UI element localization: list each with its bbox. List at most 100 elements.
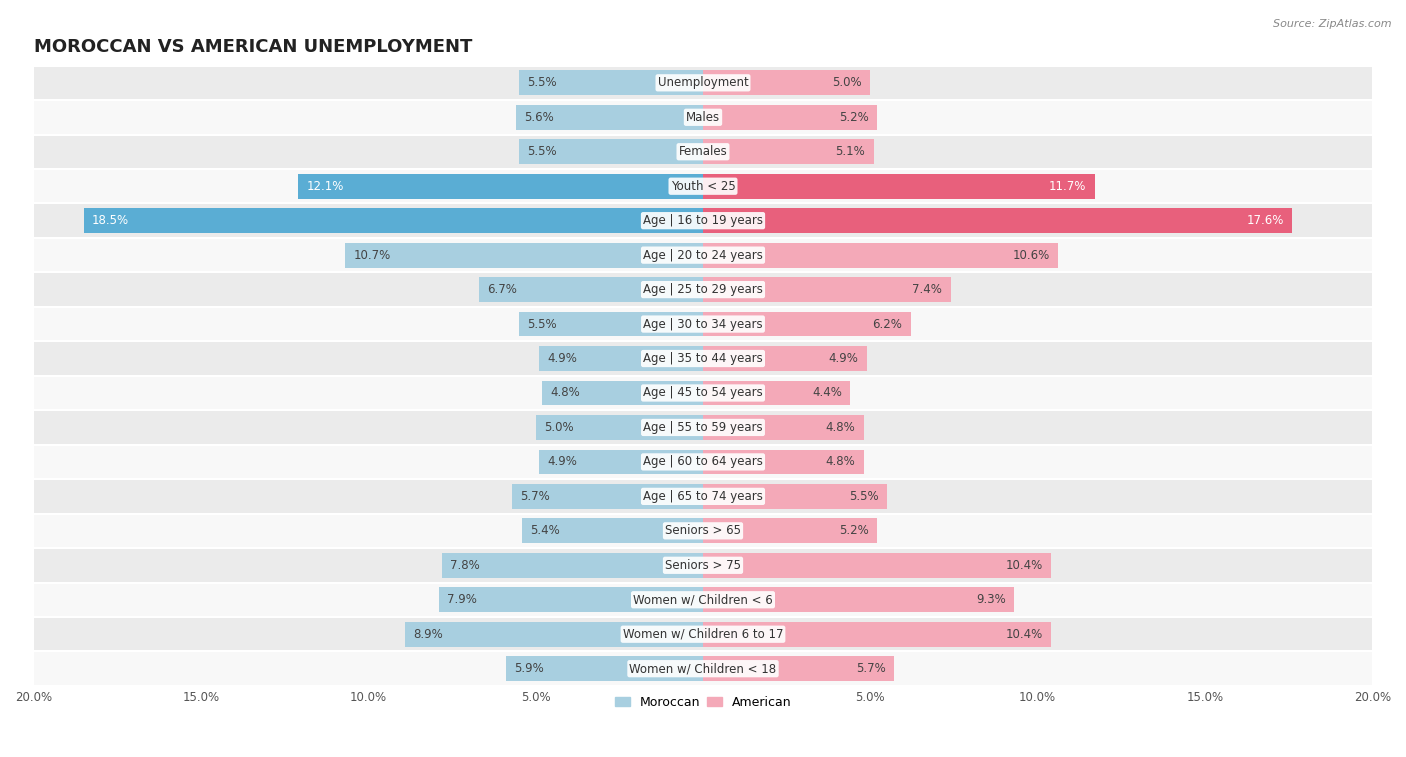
- Text: 5.6%: 5.6%: [524, 111, 554, 124]
- Text: Unemployment: Unemployment: [658, 76, 748, 89]
- Text: Women w/ Children 6 to 17: Women w/ Children 6 to 17: [623, 628, 783, 640]
- Bar: [34, 479, 1372, 513]
- Bar: [519, 70, 703, 95]
- Text: 4.8%: 4.8%: [825, 456, 855, 469]
- Text: Seniors > 65: Seniors > 65: [665, 525, 741, 537]
- Bar: [519, 139, 703, 164]
- Bar: [344, 243, 703, 267]
- Bar: [703, 656, 894, 681]
- Bar: [439, 587, 703, 612]
- Bar: [34, 410, 1372, 444]
- Bar: [34, 617, 1372, 652]
- Bar: [522, 519, 703, 544]
- Text: 4.8%: 4.8%: [551, 387, 581, 400]
- Text: 5.5%: 5.5%: [527, 318, 557, 331]
- Text: Age | 20 to 24 years: Age | 20 to 24 years: [643, 248, 763, 262]
- Text: 4.4%: 4.4%: [813, 387, 842, 400]
- Text: 17.6%: 17.6%: [1246, 214, 1284, 227]
- Text: Age | 65 to 74 years: Age | 65 to 74 years: [643, 490, 763, 503]
- Text: Age | 25 to 29 years: Age | 25 to 29 years: [643, 283, 763, 296]
- Text: 5.1%: 5.1%: [835, 145, 865, 158]
- Bar: [34, 375, 1372, 410]
- Text: 4.9%: 4.9%: [828, 352, 859, 365]
- Text: 6.7%: 6.7%: [486, 283, 517, 296]
- Text: Age | 35 to 44 years: Age | 35 to 44 years: [643, 352, 763, 365]
- Legend: Moroccan, American: Moroccan, American: [610, 691, 796, 714]
- Bar: [703, 105, 877, 129]
- Text: 8.9%: 8.9%: [413, 628, 443, 640]
- Text: 5.0%: 5.0%: [832, 76, 862, 89]
- Text: 9.3%: 9.3%: [976, 593, 1005, 606]
- Bar: [543, 381, 703, 406]
- Bar: [34, 444, 1372, 479]
- Text: 5.7%: 5.7%: [520, 490, 550, 503]
- Text: Age | 55 to 59 years: Age | 55 to 59 years: [643, 421, 763, 434]
- Bar: [703, 277, 950, 302]
- Bar: [703, 519, 877, 544]
- Bar: [703, 174, 1095, 198]
- Text: 5.2%: 5.2%: [839, 525, 869, 537]
- Text: Age | 45 to 54 years: Age | 45 to 54 years: [643, 387, 763, 400]
- Text: Youth < 25: Youth < 25: [671, 179, 735, 193]
- Bar: [298, 174, 703, 198]
- Bar: [703, 208, 1292, 233]
- Bar: [703, 381, 851, 406]
- Text: Seniors > 75: Seniors > 75: [665, 559, 741, 572]
- Text: 5.9%: 5.9%: [513, 662, 544, 675]
- Text: 5.0%: 5.0%: [544, 421, 574, 434]
- Bar: [34, 341, 1372, 375]
- Text: 6.2%: 6.2%: [872, 318, 903, 331]
- Bar: [538, 346, 703, 371]
- Text: 5.4%: 5.4%: [530, 525, 561, 537]
- Text: 18.5%: 18.5%: [93, 214, 129, 227]
- Text: 5.5%: 5.5%: [527, 145, 557, 158]
- Text: Males: Males: [686, 111, 720, 124]
- Text: Age | 16 to 19 years: Age | 16 to 19 years: [643, 214, 763, 227]
- Bar: [84, 208, 703, 233]
- Bar: [34, 583, 1372, 617]
- Bar: [34, 652, 1372, 686]
- Text: 5.5%: 5.5%: [527, 76, 557, 89]
- Bar: [519, 312, 703, 336]
- Text: MOROCCAN VS AMERICAN UNEMPLOYMENT: MOROCCAN VS AMERICAN UNEMPLOYMENT: [34, 38, 472, 56]
- Bar: [34, 135, 1372, 169]
- Bar: [441, 553, 703, 578]
- Bar: [34, 513, 1372, 548]
- Text: Age | 60 to 64 years: Age | 60 to 64 years: [643, 456, 763, 469]
- Bar: [34, 548, 1372, 583]
- Text: 5.5%: 5.5%: [849, 490, 879, 503]
- Bar: [703, 450, 863, 475]
- Bar: [536, 415, 703, 440]
- Bar: [512, 484, 703, 509]
- Text: 4.9%: 4.9%: [547, 352, 578, 365]
- Bar: [506, 656, 703, 681]
- Bar: [478, 277, 703, 302]
- Text: 10.6%: 10.6%: [1012, 248, 1049, 262]
- Bar: [703, 70, 870, 95]
- Bar: [34, 100, 1372, 135]
- Text: 10.4%: 10.4%: [1005, 559, 1043, 572]
- Bar: [703, 415, 863, 440]
- Bar: [34, 169, 1372, 204]
- Text: 7.9%: 7.9%: [447, 593, 477, 606]
- Bar: [703, 346, 868, 371]
- Text: 7.8%: 7.8%: [450, 559, 479, 572]
- Bar: [405, 621, 703, 646]
- Bar: [703, 312, 911, 336]
- Bar: [703, 243, 1057, 267]
- Bar: [516, 105, 703, 129]
- Text: Age | 30 to 34 years: Age | 30 to 34 years: [643, 318, 763, 331]
- Text: 4.9%: 4.9%: [547, 456, 578, 469]
- Text: 7.4%: 7.4%: [912, 283, 942, 296]
- Bar: [34, 273, 1372, 307]
- Bar: [703, 587, 1014, 612]
- Text: 10.4%: 10.4%: [1005, 628, 1043, 640]
- Text: 10.7%: 10.7%: [353, 248, 391, 262]
- Text: 12.1%: 12.1%: [307, 179, 343, 193]
- Bar: [703, 139, 873, 164]
- Text: 5.7%: 5.7%: [856, 662, 886, 675]
- Text: 4.8%: 4.8%: [825, 421, 855, 434]
- Bar: [34, 238, 1372, 273]
- Text: Females: Females: [679, 145, 727, 158]
- Text: Women w/ Children < 6: Women w/ Children < 6: [633, 593, 773, 606]
